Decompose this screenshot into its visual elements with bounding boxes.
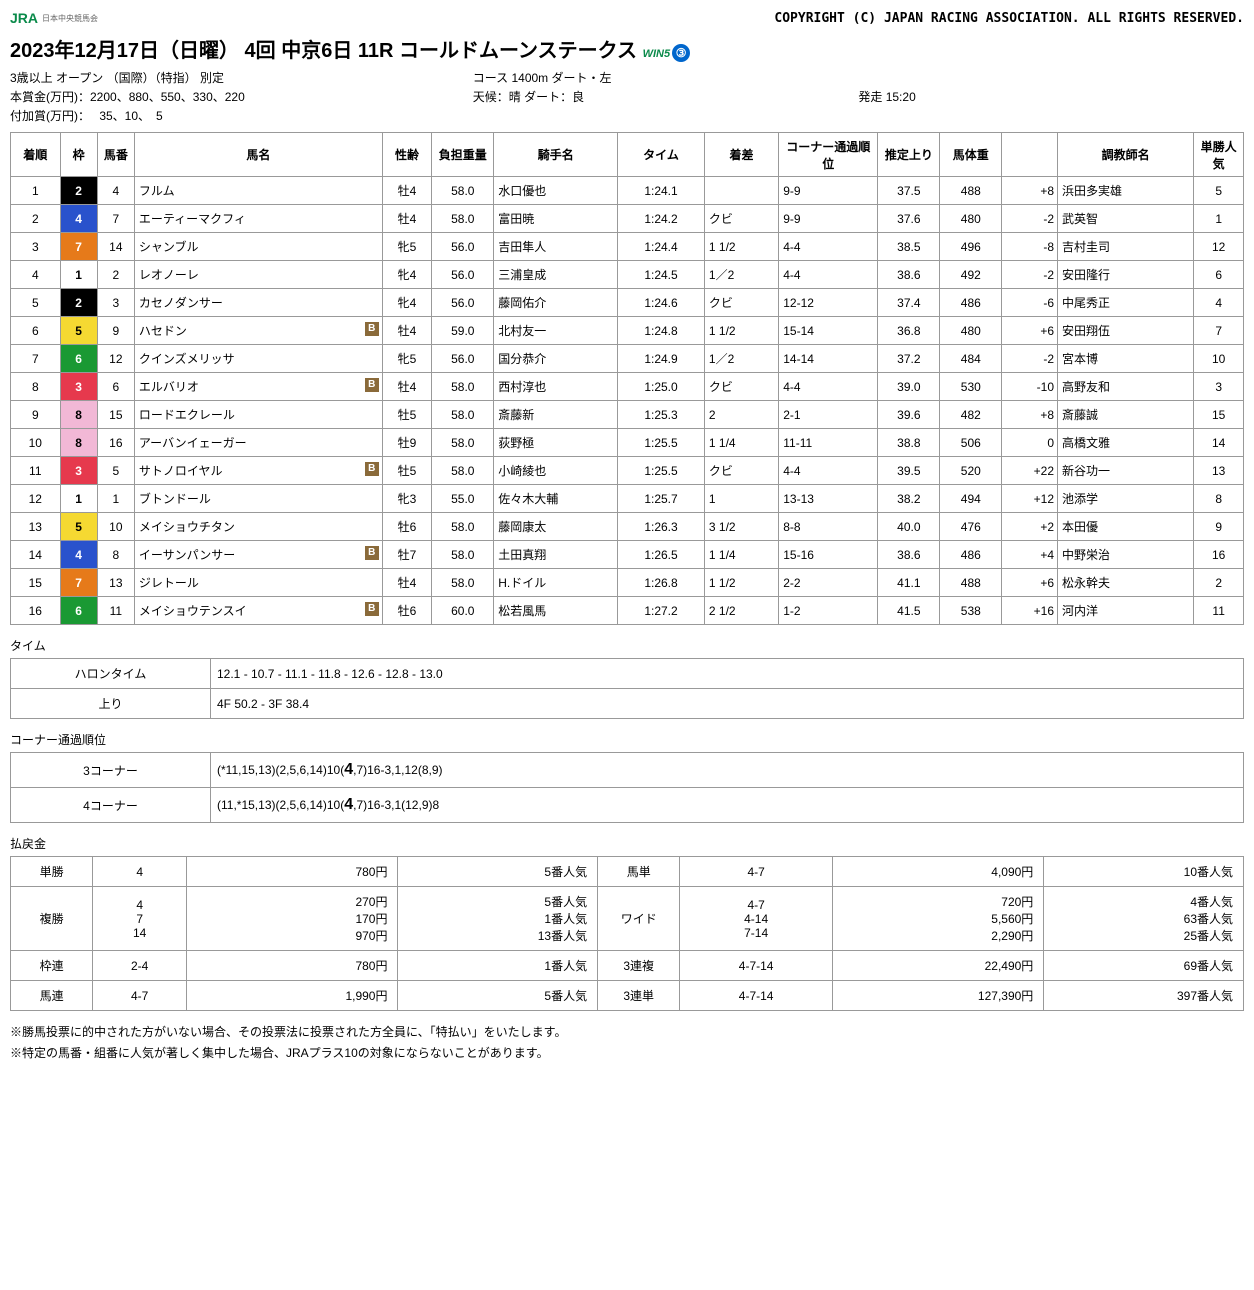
col-header: 枠 [60, 133, 97, 177]
col-header: コーナー通過順位 [779, 133, 878, 177]
copyright: COPYRIGHT (C) JAPAN RACING ASSOCIATION. … [774, 11, 1244, 26]
result-row: 412レオノーレ牝456.0三浦皇成1:24.51／24-438.6492-2安… [11, 261, 1244, 289]
blinker-icon: B [365, 546, 379, 560]
result-row: 9815ロードエクレール牡558.0斎藤新1:25.322-139.6482+8… [11, 401, 1244, 429]
logo: JRA 日本中央競馬会 [10, 10, 98, 26]
result-row: 659ハセドンB牡459.0北村友一1:24.81 1/215-1436.848… [11, 317, 1244, 345]
win5-badge: WIN5 [643, 48, 671, 60]
payout-row: 馬連4-71,990円5番人気3連単4-7-14127,390円397番人気 [11, 981, 1244, 1011]
col-header: 推定上り [878, 133, 940, 177]
note-1: ※勝馬投票に的中された方がいない場合、その投票法に投票された方全員に、「特払い」… [10, 1023, 1244, 1040]
result-row: 3714シャンブル牝556.0吉田隼人1:24.41 1/24-438.5496… [11, 233, 1244, 261]
payout-title: 払戻金 [10, 835, 1244, 852]
results-table: 着順枠馬番馬名性齢負担重量騎手名タイム着差コーナー通過順位推定上り馬体重 調教師名… [10, 132, 1244, 625]
col-header: 着差 [704, 133, 778, 177]
col-header: 調教師名 [1058, 133, 1194, 177]
result-row: 124フルム牡458.0水口優也1:24.19-937.5488+8浜田多実雄5 [11, 177, 1244, 205]
blinker-icon: B [365, 378, 379, 392]
payout-row: 複勝4 7 14270円 170円 970円5番人気 1番人気 13番人気ワイド… [11, 887, 1244, 951]
col-header: 単勝人気 [1194, 133, 1244, 177]
race-badge: ③ [672, 44, 690, 62]
payout-row: 枠連2-4780円1番人気3連複4-7-1422,490円69番人気 [11, 951, 1244, 981]
col-header: タイム [618, 133, 705, 177]
result-row: 1211ブトンドール牝355.0佐々木大輔1:25.7113-1338.2494… [11, 485, 1244, 513]
col-header: 性齢 [382, 133, 432, 177]
logo-sub: 日本中央競馬会 [42, 13, 98, 24]
result-row: 523カセノダンサー牝456.0藤岡佑介1:24.6クビ12-1237.4486… [11, 289, 1244, 317]
col-header: 負担重量 [432, 133, 494, 177]
col-header: 馬体重 [940, 133, 1002, 177]
blinker-icon: B [365, 462, 379, 476]
blinker-icon: B [365, 602, 379, 616]
result-row: 13510メイショウチタン牡658.0藤岡康太1:26.33 1/28-840.… [11, 513, 1244, 541]
corner-title: コーナー通過順位 [10, 731, 1244, 748]
race-meta: 3歳以上 オープン （国際）（特指） 別定コース 1400m ダート・左 [10, 69, 1244, 86]
col-header [1002, 133, 1058, 177]
payout-row: 単勝4780円5番人気馬単4-74,090円10番人気 [11, 857, 1244, 887]
col-header: 馬番 [97, 133, 134, 177]
result-row: 1135サトノロイヤルB牡558.0小崎綾也1:25.5クビ4-439.5520… [11, 457, 1244, 485]
time-table: ハロンタイム12.1 - 10.7 - 11.1 - 11.8 - 12.6 -… [10, 658, 1244, 719]
race-title: 2023年12月17日（日曜） 4回 中京6日 11R コールドムーンステークス… [10, 34, 1244, 63]
result-row: 1448イーサンパンサーB牡758.0土田真翔1:26.51 1/415-163… [11, 541, 1244, 569]
col-header: 着順 [11, 133, 61, 177]
result-row: 7612クインズメリッサ牝556.0国分恭介1:24.91／214-1437.2… [11, 345, 1244, 373]
header: JRA 日本中央競馬会 COPYRIGHT (C) JAPAN RACING AS… [10, 10, 1244, 26]
note-2: ※特定の馬番・組番に人気が著しく集中した場合、JRAプラス10の対象にならないこ… [10, 1044, 1244, 1061]
corner-table: 3コーナー(*11,15,13)(2,5,6,14)10(4,7)16-3,1,… [10, 752, 1244, 823]
result-row: 247エーティーマクフィ牡458.0富田暁1:24.2クビ9-937.6480-… [11, 205, 1244, 233]
result-row: 16611メイショウテンスイB牡660.0松若風馬1:27.22 1/21-24… [11, 597, 1244, 625]
result-row: 836エルバリオB牡458.0西村淳也1:25.0クビ4-439.0530-10… [11, 373, 1244, 401]
logo-text: JRA [10, 10, 38, 26]
time-title: タイム [10, 637, 1244, 654]
col-header: 馬名 [134, 133, 382, 177]
result-row: 10816アーバンイェーガー牡958.0荻野極1:25.51 1/411-113… [11, 429, 1244, 457]
blinker-icon: B [365, 322, 379, 336]
col-header: 騎手名 [494, 133, 618, 177]
result-row: 15713ジレトール牡458.0H.ドイル1:26.81 1/22-241.14… [11, 569, 1244, 597]
payout-table: 単勝4780円5番人気馬単4-74,090円10番人気複勝4 7 14270円 … [10, 856, 1244, 1011]
